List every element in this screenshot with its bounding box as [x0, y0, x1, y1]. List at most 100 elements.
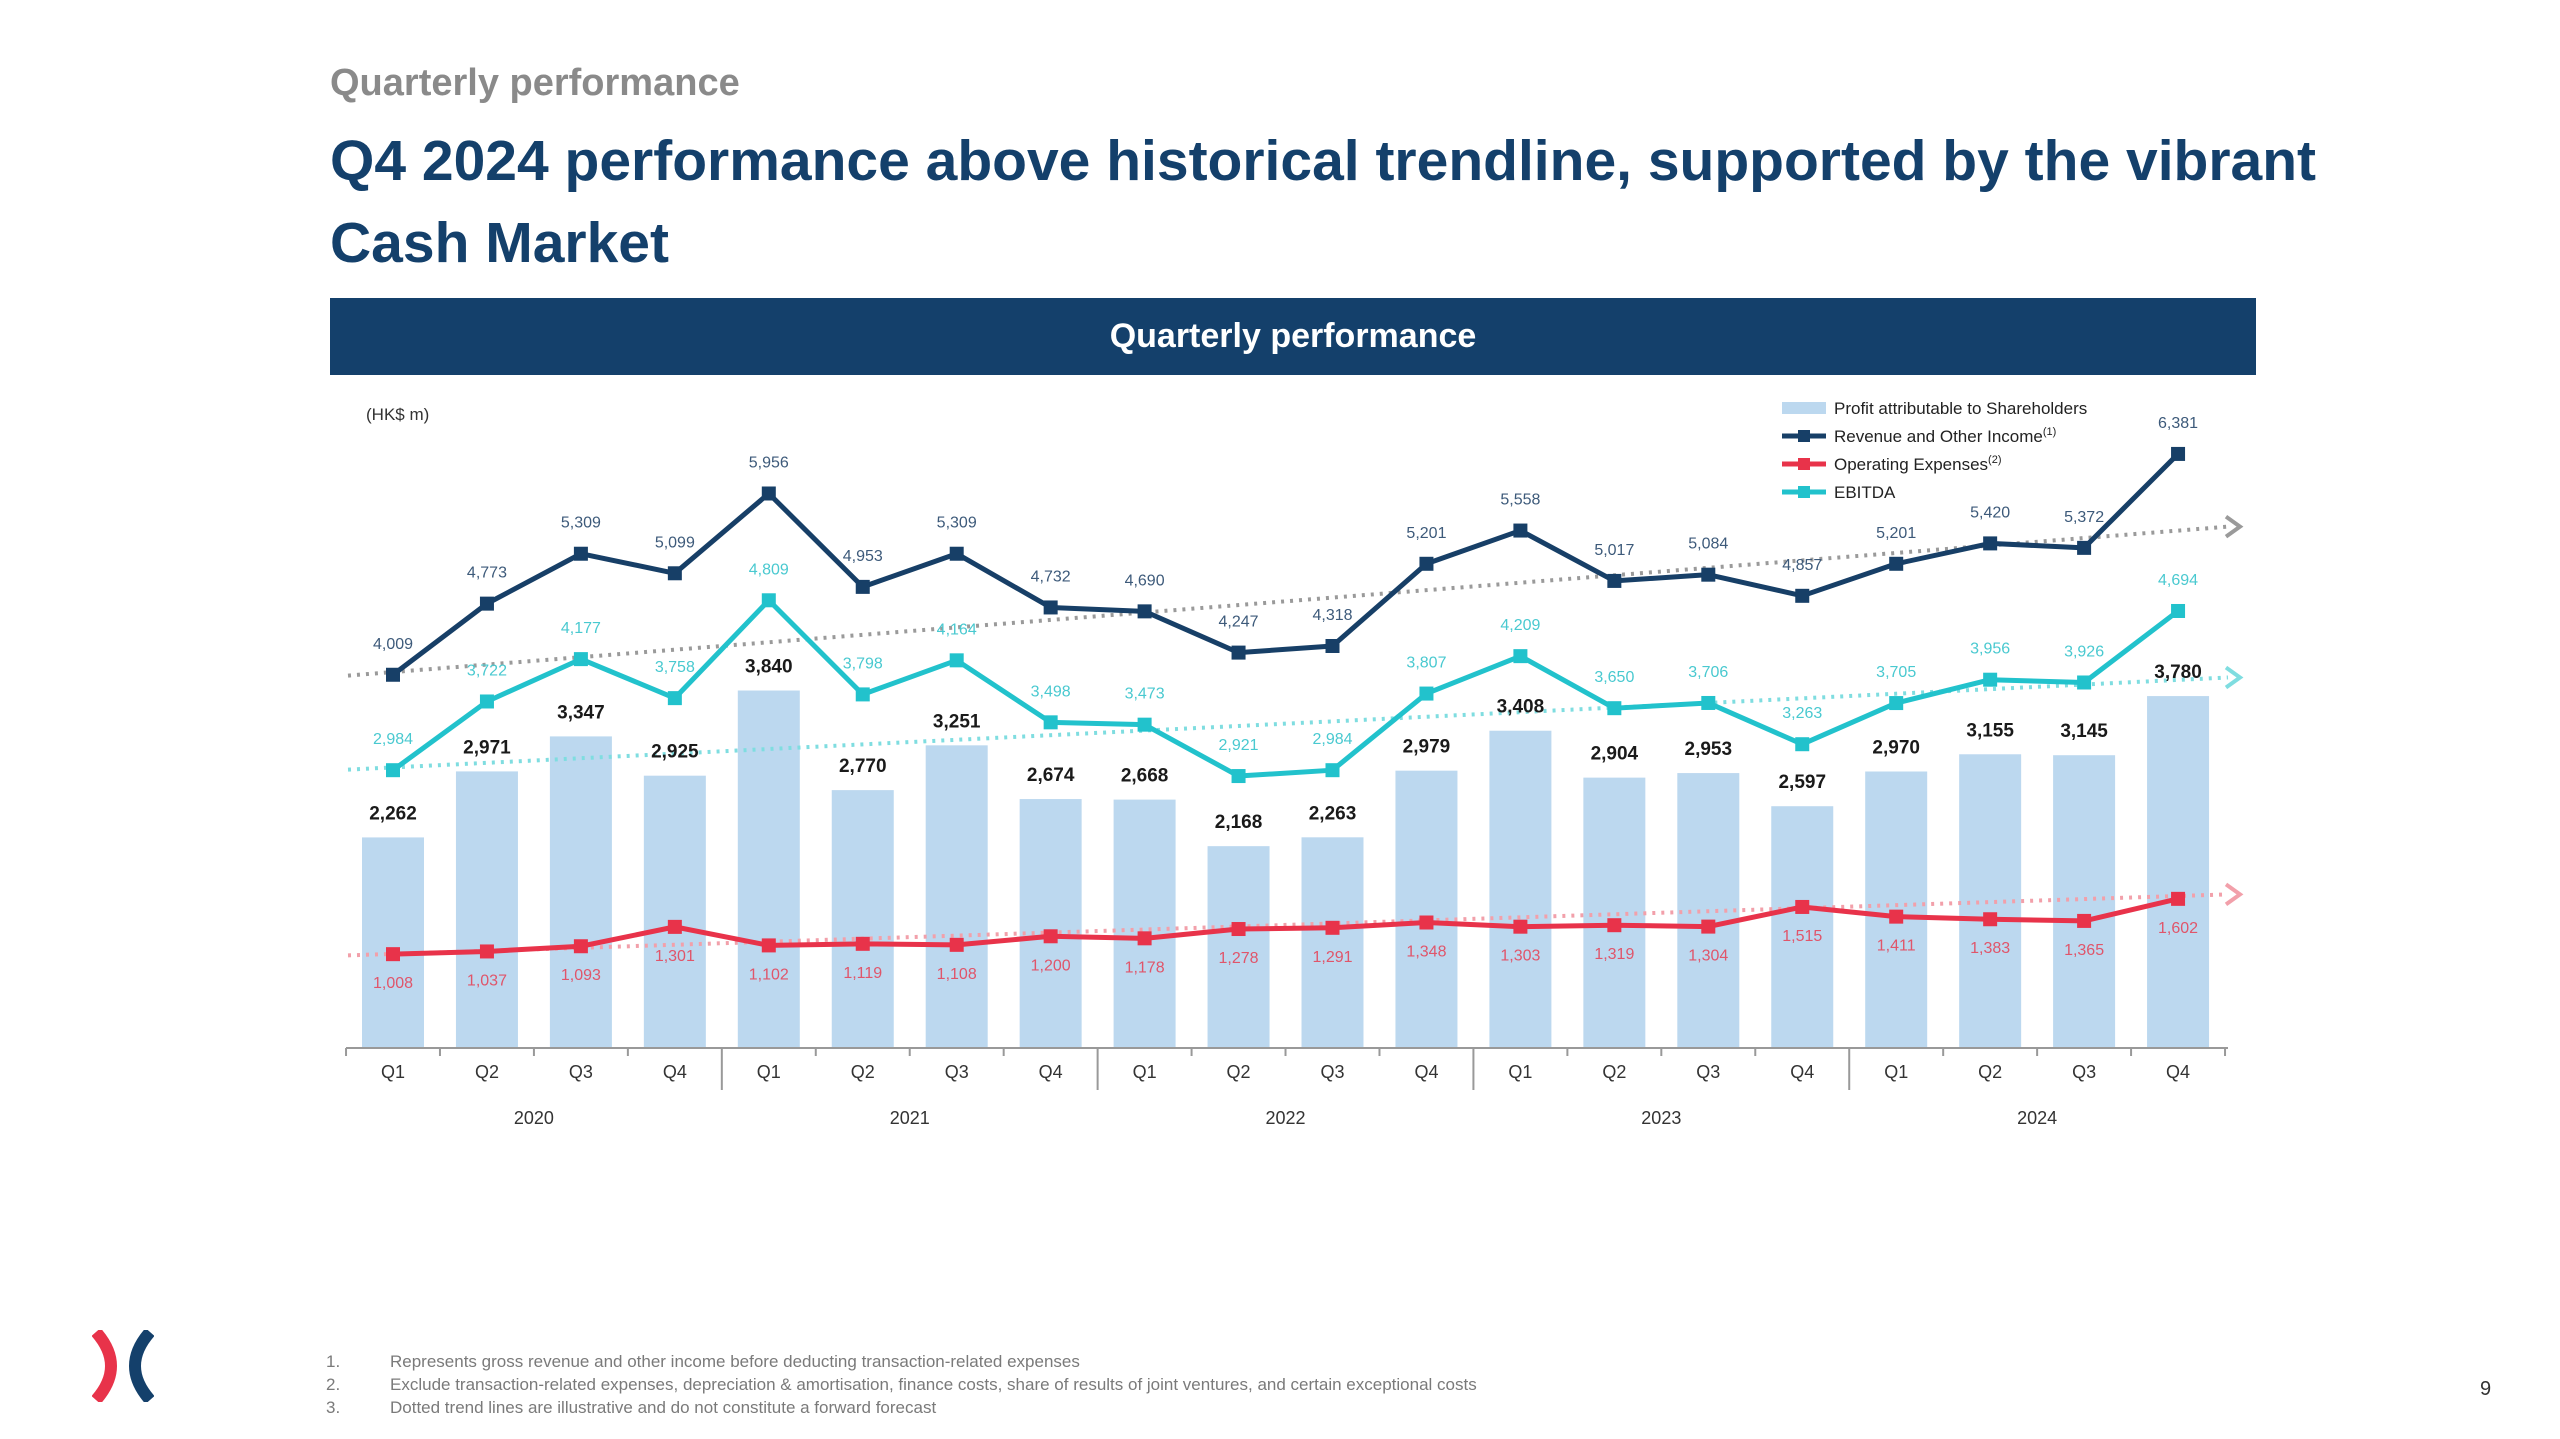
- ebitda-label: 3,705: [1876, 664, 1916, 681]
- bar-profit: [1489, 730, 1552, 1048]
- revenue-label: 4,732: [1031, 568, 1071, 585]
- quarter-label: Q2: [475, 1062, 499, 1082]
- revenue-label: 5,084: [1688, 536, 1728, 553]
- marker-revenue: [386, 667, 400, 682]
- ebitda-label: 4,809: [749, 561, 789, 578]
- ebitda-label: 4,177: [561, 620, 601, 637]
- marker-opex: [1513, 919, 1528, 934]
- bar-profit: [455, 771, 518, 1048]
- bar-label: 3,145: [2060, 721, 2108, 742]
- revenue-label: 6,381: [2158, 415, 2198, 432]
- revenue-label: 5,309: [561, 515, 601, 532]
- bar-label: 2,904: [1591, 744, 1639, 765]
- legend-label: Revenue and Other Income(1): [1834, 426, 2056, 446]
- bar-profit: [925, 745, 988, 1048]
- marker-ebitda: [949, 653, 964, 668]
- chart-banner: Quarterly performance: [330, 298, 2256, 375]
- trendline-revenue: [347, 524, 2229, 678]
- marker-opex: [573, 939, 588, 954]
- opex-label: 1,365: [2064, 942, 2104, 959]
- bar-label: 3,408: [1497, 697, 1545, 718]
- footnotes: 1. Represents gross revenue and other inc…: [326, 1350, 1477, 1419]
- ebitda-label: 2,984: [373, 731, 413, 748]
- bar-label: 2,979: [1403, 737, 1451, 758]
- marker-opex: [1983, 912, 1998, 927]
- bar-label: 2,953: [1685, 739, 1733, 760]
- revenue-label: 5,201: [1406, 525, 1446, 542]
- marker-ebitda: [1137, 717, 1152, 732]
- opex-label: 1,200: [1031, 957, 1071, 974]
- legend-swatch-profit: [1782, 402, 1826, 414]
- quarter-label: Q1: [757, 1062, 781, 1082]
- opex-label: 1,303: [1500, 948, 1540, 965]
- unit-label: (HK$ m): [366, 405, 429, 424]
- bar-profit: [1301, 837, 1364, 1048]
- quarter-label: Q4: [663, 1062, 687, 1082]
- marker-ebitda: [855, 687, 870, 702]
- marker-opex: [2077, 913, 2092, 928]
- bar-label: 2,970: [1872, 737, 1920, 758]
- marker-revenue: [2077, 540, 2092, 555]
- opex-label: 1,119: [843, 965, 882, 982]
- line-revenue: [391, 452, 2180, 677]
- ebitda-label: 3,263: [1782, 705, 1822, 722]
- bar-label: 3,155: [1966, 720, 2014, 741]
- quarter-label: Q1: [1884, 1062, 1908, 1082]
- marker-ebitda: [1043, 715, 1058, 730]
- bar-profit: [1019, 799, 1082, 1048]
- revenue-label: 4,953: [843, 548, 883, 565]
- marker-revenue: [1419, 556, 1434, 571]
- revenue-label: 5,420: [1970, 504, 2010, 521]
- marker-ebitda: [1513, 649, 1528, 664]
- ebitda-label: 2,921: [1219, 737, 1259, 754]
- quarter-label: Q1: [1508, 1062, 1532, 1082]
- marker-revenue: [855, 579, 870, 594]
- quarter-label: Q2: [851, 1062, 875, 1082]
- revenue-label: 4,247: [1219, 614, 1259, 631]
- marker-opex: [1607, 918, 1622, 933]
- opex-label: 1,515: [1782, 928, 1822, 945]
- opex-label: 1,093: [561, 967, 601, 984]
- legend-label: Profit attributable to Shareholders: [1834, 399, 2087, 418]
- marker-opex: [2171, 891, 2186, 906]
- marker-ebitda: [479, 694, 494, 709]
- marker-revenue: [761, 486, 776, 501]
- revenue-label: 5,309: [937, 515, 977, 532]
- quarter-label: Q3: [1696, 1062, 1720, 1082]
- ebitda-label: 3,650: [1594, 669, 1634, 686]
- marker-opex: [386, 947, 400, 962]
- marker-revenue: [2171, 446, 2186, 461]
- marker-ebitda: [386, 763, 400, 778]
- marker-ebitda: [761, 593, 776, 608]
- footnote-2: 2. Exclude transaction-related expenses, …: [326, 1375, 1477, 1394]
- legend-marker-opex: [1798, 458, 1810, 470]
- marker-opex: [949, 937, 964, 952]
- quarter-label: Q2: [1978, 1062, 2002, 1082]
- marker-ebitda: [667, 691, 682, 706]
- marker-ebitda: [1325, 763, 1340, 778]
- company-logo-icon: [92, 1330, 154, 1402]
- bar-label: 2,262: [369, 803, 417, 824]
- bar-label: 2,597: [1778, 772, 1826, 793]
- trendline-ebitda: [347, 675, 2229, 772]
- ebitda-label: 3,473: [1125, 686, 1165, 703]
- opex-label: 1,319: [1594, 946, 1634, 963]
- marker-revenue: [1795, 588, 1810, 603]
- marker-ebitda: [2171, 603, 2186, 618]
- quarter-label: Q4: [1039, 1062, 1063, 1082]
- year-label: 2020: [514, 1108, 554, 1128]
- line-ebitda: [391, 597, 2180, 779]
- marker-ebitda: [1607, 701, 1622, 716]
- quarter-label: Q1: [1133, 1062, 1157, 1082]
- bar-label: 3,840: [745, 656, 793, 677]
- year-label: 2021: [890, 1108, 930, 1128]
- revenue-label: 5,099: [655, 534, 695, 551]
- ebitda-label: 3,807: [1406, 655, 1446, 672]
- ebitda-label: 3,722: [467, 662, 507, 679]
- bar-profit: [737, 690, 800, 1048]
- revenue-label: 5,956: [749, 454, 789, 471]
- revenue-label: 5,372: [2064, 509, 2104, 526]
- section-kicker: Quarterly performance: [330, 62, 740, 104]
- marker-opex: [761, 938, 776, 953]
